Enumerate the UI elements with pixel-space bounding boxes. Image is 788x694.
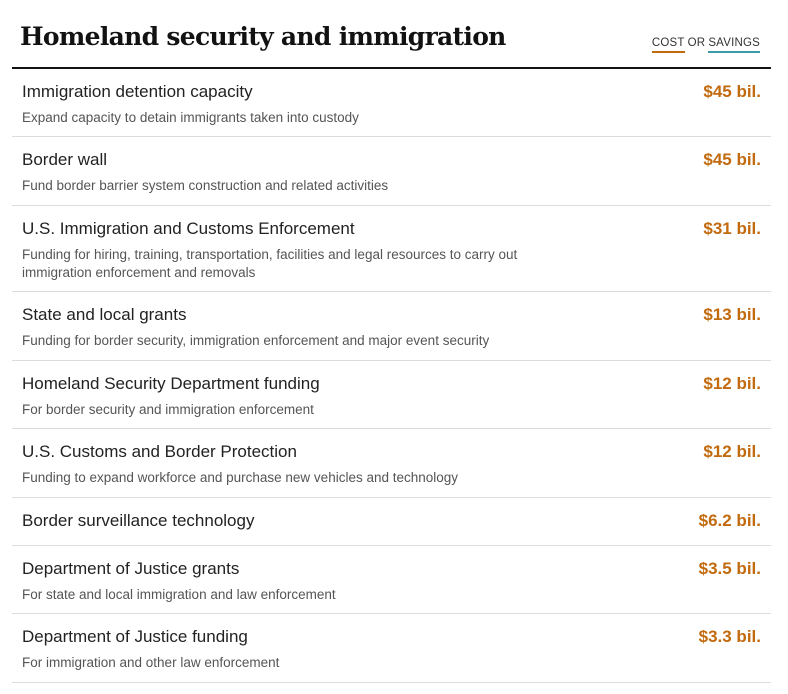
item-description: For state and local immigration and law … xyxy=(22,587,336,602)
item-name: U.S. Customs and Border Protection xyxy=(22,442,297,461)
list-item: U.S. Customs and Border Protection Fundi… xyxy=(12,429,771,498)
item-amount: $31 bil. xyxy=(703,219,761,238)
item-amount: $12 bil. xyxy=(703,442,761,461)
page-title: Homeland security and immigration xyxy=(20,22,506,51)
item-description: For border security and immigration enfo… xyxy=(22,402,314,417)
item-name: Homeland Security Department funding xyxy=(22,374,320,393)
list-item: Department of Justice funding For immigr… xyxy=(12,614,771,683)
item-name: Border wall xyxy=(22,150,108,169)
legend-cost: COST xyxy=(651,37,685,53)
item-description: For immigration and other law enforcemen… xyxy=(22,655,280,670)
item-amount: $3.5 bil. xyxy=(698,559,761,578)
items-list: Immigration detention capacity Expand ca… xyxy=(12,69,771,683)
legend: COST OR SAVINGS xyxy=(651,37,760,53)
item-amount: $45 bil. xyxy=(703,150,761,169)
item-amount: $12 bil. xyxy=(703,374,761,393)
item-name: Department of Justice grants xyxy=(22,559,240,578)
list-item: Homeland Security Department funding For… xyxy=(12,361,771,429)
item-amount: $13 bil. xyxy=(703,305,761,324)
legend-savings: SAVINGS xyxy=(708,37,760,53)
item-description: Funding for hiring, training, transporta… xyxy=(22,247,518,280)
list-item: Immigration detention capacity Expand ca… xyxy=(12,69,771,137)
item-description: Fund border barrier system construction … xyxy=(22,178,389,193)
item-name: U.S. Immigration and Customs Enforcement xyxy=(22,219,355,238)
list-item: U.S. Immigration and Customs Enforcement… xyxy=(12,206,771,292)
item-amount: $3.3 bil. xyxy=(698,627,761,646)
list-item: Border surveillance technology $6.2 bil. xyxy=(12,498,771,546)
item-name: State and local grants xyxy=(22,305,187,324)
item-amount: $6.2 bil. xyxy=(698,511,761,530)
item-description: Funding to expand workforce and purchase… xyxy=(22,470,459,485)
item-description: Expand capacity to detain immigrants tak… xyxy=(22,110,359,125)
list-item: Border wall Fund border barrier system c… xyxy=(12,137,771,206)
legend-or: OR xyxy=(687,37,706,49)
item-name: Department of Justice funding xyxy=(22,627,248,646)
item-name: Immigration detention capacity xyxy=(22,82,253,101)
item-description: Funding for border security, immigration… xyxy=(22,333,490,348)
item-amount: $45 bil. xyxy=(703,82,761,101)
section-header: Homeland security and immigration COST OR… xyxy=(12,0,771,69)
item-name: Border surveillance technology xyxy=(22,511,255,530)
list-item: State and local grants Funding for borde… xyxy=(12,292,771,361)
list-item: Department of Justice grants For state a… xyxy=(12,546,771,614)
